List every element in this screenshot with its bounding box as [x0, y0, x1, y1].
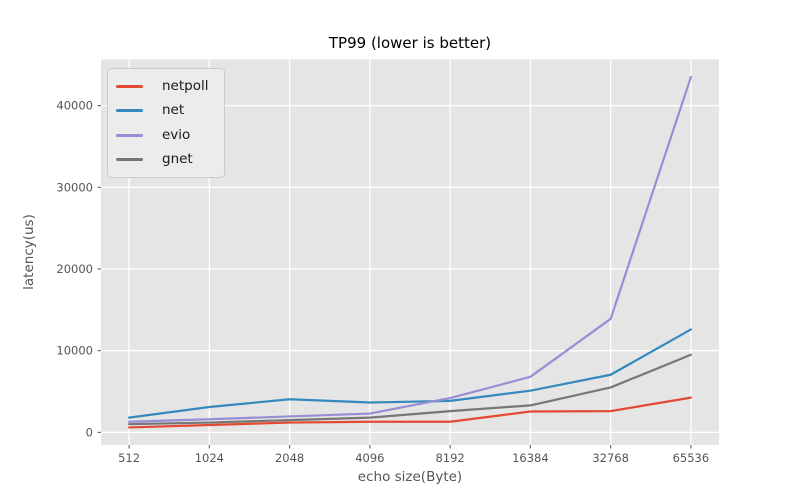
legend-label-evio: evio [162, 126, 191, 143]
legend-line-swatch-evio [116, 133, 143, 137]
y-tick-label: 10000 [56, 344, 93, 358]
y-tick-label: 0 [86, 425, 93, 439]
legend-item-evio: evio [116, 123, 216, 148]
chart-title: TP99 (lower is better) [328, 34, 492, 52]
series-line-gnet [127, 353, 693, 426]
x-tick-label: 32768 [592, 451, 629, 465]
x-tick-label: 8192 [435, 451, 464, 465]
series-line-net [127, 328, 693, 419]
legend-item-gnet: gnet [116, 148, 216, 173]
legend: netpoll net evio gnet [107, 68, 225, 178]
y-tick-label: 30000 [56, 180, 93, 194]
y-axis-label: latency(us) [21, 214, 37, 290]
x-axis-label: echo size(Byte) [357, 469, 463, 485]
series-line-evio [127, 75, 693, 423]
x-tick-label: 2048 [275, 451, 304, 465]
x-tick-label: 4096 [355, 451, 384, 465]
x-tick-label: 65536 [673, 451, 710, 465]
legend-label-net: net [162, 102, 185, 118]
x-tick-label: 1024 [195, 451, 224, 465]
x-tick-label: 16384 [512, 451, 549, 465]
legend-item-net: net [116, 99, 216, 124]
legend-line-swatch-netpoll [116, 84, 143, 88]
legend-item-netpoll: netpoll [116, 74, 216, 99]
series-line-netpoll [127, 396, 693, 429]
legend-line-swatch-gnet [116, 158, 143, 162]
legend-label-gnet: gnet [162, 151, 193, 167]
legend-label-netpoll: netpoll [162, 77, 209, 94]
y-tick-label: 40000 [56, 99, 93, 113]
legend-line-swatch-net [116, 109, 143, 113]
x-tick-label: 512 [118, 451, 140, 465]
y-tick-label: 20000 [56, 262, 93, 276]
